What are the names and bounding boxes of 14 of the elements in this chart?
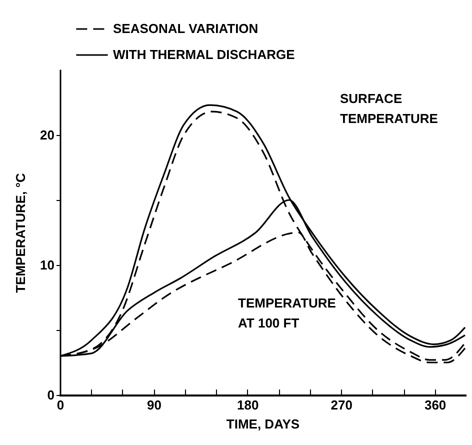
annotation: TEMPERATURE AT 100 FT — [238, 296, 336, 330]
x-tick-label: 180 — [237, 398, 259, 412]
x-axis-title: TIME, DAYS — [226, 416, 300, 432]
y-tick-label: 0 — [47, 388, 54, 402]
x-tick-label: 270 — [330, 398, 352, 412]
legend-label: WITH THERMAL DISCHARGE — [113, 47, 296, 62]
annotation: SURFACE TEMPERATURE — [340, 90, 438, 126]
x-tick-label: 360 — [424, 398, 446, 412]
y-tick-label: 20 — [40, 128, 54, 142]
x-tick-label: 90 — [146, 398, 162, 412]
legend-label: SEASONAL VARIATION — [113, 21, 258, 36]
y-tick-label: 10 — [40, 258, 54, 272]
y-axis-title: TEMPERATURE, °C — [13, 172, 28, 293]
x-tick-label: 0 — [56, 398, 64, 412]
